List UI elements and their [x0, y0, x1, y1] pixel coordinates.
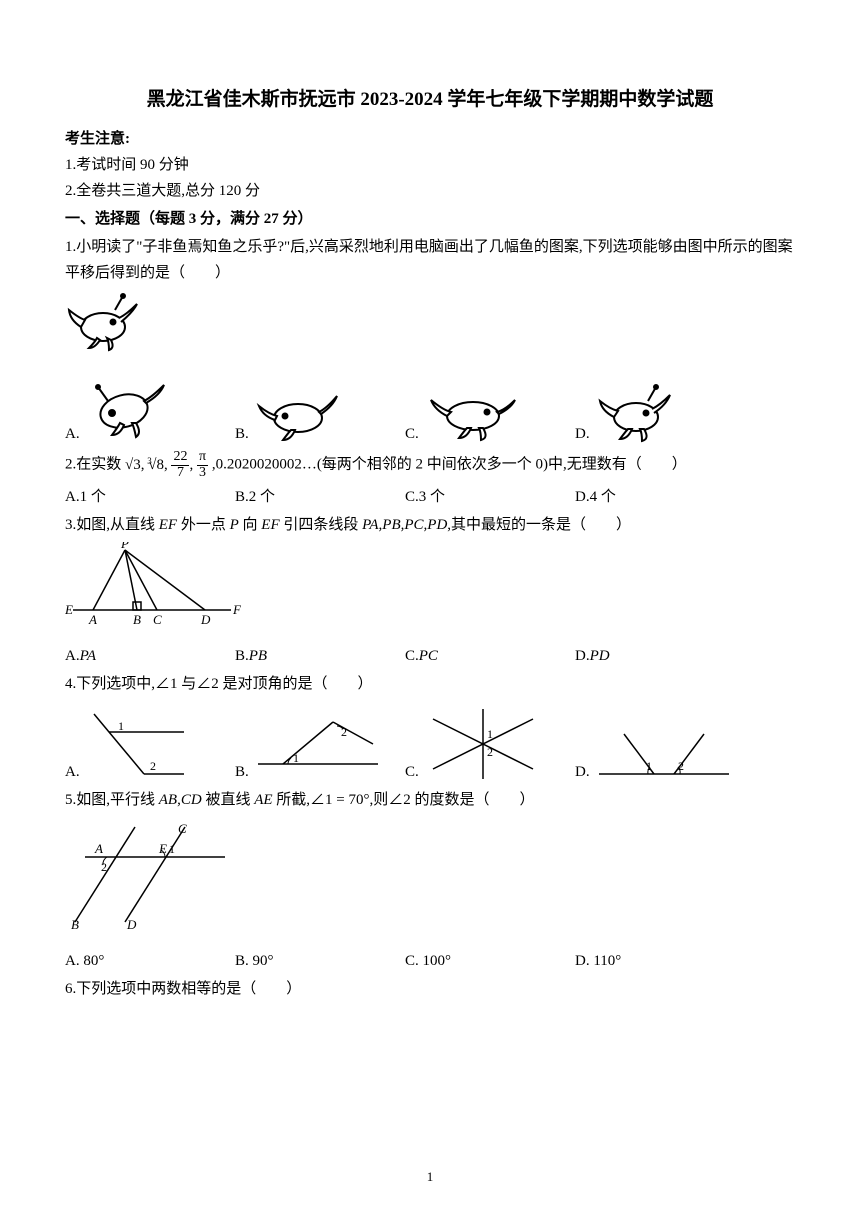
question-1-text: 1.小明读了"子非鱼焉知鱼之乐乎?"后,兴高采烈地利用电脑画出了几幅鱼的图案,下… [65, 235, 795, 286]
q2-options: A.1 个 B.2 个 C.3 个 D.4 个 [65, 485, 795, 509]
q4-option-d-label: D. [575, 760, 590, 784]
q1-option-a-figure [84, 371, 174, 446]
svg-text:A: A [94, 841, 103, 856]
q4-option-b-label: B. [235, 760, 249, 784]
svg-text:1: 1 [118, 719, 124, 733]
q4-option-d-figure: 1 2 [594, 724, 734, 784]
q4-option-a-figure: 1 2 [84, 704, 194, 784]
q1-options: A. B. C. [65, 371, 795, 446]
q2-body: ,0.2020020002…(每两个相邻的 2 中间依次多一个 0)中,无理数有… [212, 457, 687, 473]
q4-option-a-label: A. [65, 760, 80, 784]
q3-option-d: D.PD [575, 648, 610, 664]
notice-item-2: 2.全卷共三道大题,总分 120 分 [65, 179, 795, 203]
svg-text:B: B [71, 917, 79, 932]
svg-text:D: D [126, 917, 137, 932]
svg-text:2: 2 [101, 860, 107, 874]
q2-option-a: A.1 个 [65, 485, 235, 509]
notice-label: 考生注意: [65, 127, 795, 151]
svg-text:2: 2 [341, 725, 347, 739]
q3-option-a: A.PA [65, 648, 96, 664]
q2-math: √3, 3√8, 227, π3 [125, 457, 212, 473]
q5-option-d: D. 110° [575, 949, 745, 973]
notice-item-1: 1.考试时间 90 分钟 [65, 153, 795, 177]
svg-text:C: C [153, 612, 162, 627]
q1-option-d-label: D. [575, 422, 590, 446]
svg-text:B: B [133, 612, 141, 627]
q1-option-b-figure [253, 386, 343, 446]
section-1-header: 一、选择题（每题 3 分，满分 27 分） [65, 207, 795, 231]
page-number: 1 [0, 1167, 860, 1188]
question-4-text: 4.下列选项中,∠1 与∠2 是对顶角的是（ ） [65, 672, 795, 698]
question-5-text: 5.如图,平行线 AB,CD 被直线 AE 所截,∠1 = 70°,则∠2 的度… [65, 788, 795, 814]
exam-title: 黑龙江省佳木斯市抚远市 2023-2024 学年七年级下学期期中数学试题 [65, 85, 795, 115]
q2-prefix: 2.在实数 [65, 457, 121, 473]
q1-option-c-figure [423, 386, 523, 446]
svg-text:1: 1 [646, 759, 652, 773]
svg-text:2: 2 [678, 759, 684, 773]
q4-option-b-figure: 1 2 [253, 714, 383, 784]
q4-options: A. 1 2 B. 1 2 C. [65, 704, 795, 784]
q2-option-b: B.2 个 [235, 485, 405, 509]
q5-option-c: C. 100° [405, 949, 575, 973]
q3-options: A.PA B.PB C.PC D.PD [65, 644, 795, 668]
q4-option-c-label: C. [405, 760, 419, 784]
q1-reference-figure [65, 292, 795, 365]
q4-option-c-figure: 1 2 [423, 704, 543, 784]
q2-option-c: C.3 个 [405, 485, 575, 509]
q1-option-a-label: A. [65, 422, 80, 446]
q2-option-d: D.4 个 [575, 485, 745, 509]
question-2: 2.在实数 √3, 3√8, 227, π3 ,0.2020020002…(每两… [65, 450, 795, 480]
question-3-text: 3.如图,从直线 EF 外一点 P 向 EF 引四条线段 PA,PB,PC,PD… [65, 513, 795, 539]
svg-text:F: F [232, 602, 242, 617]
svg-text:1: 1 [487, 727, 493, 741]
question-6-text: 6.下列选项中两数相等的是（ ） [65, 977, 795, 1003]
q1-option-b-label: B. [235, 422, 249, 446]
svg-text:1: 1 [293, 751, 299, 765]
svg-text:D: D [200, 612, 211, 627]
q1-option-d-figure [594, 381, 684, 446]
q5-options: A. 80° B. 90° C. 100° D. 110° [65, 949, 795, 973]
q5-option-b: B. 90° [235, 949, 405, 973]
q5-figure: A E C B D 1 2 [65, 817, 795, 945]
svg-text:C: C [178, 821, 187, 836]
q5-option-a: A. 80° [65, 949, 235, 973]
svg-text:A: A [88, 612, 97, 627]
q3-figure: P E F A B C D [65, 542, 795, 640]
q3-option-b: B.PB [235, 648, 267, 664]
svg-text:2: 2 [487, 745, 493, 759]
svg-text:1: 1 [169, 842, 175, 856]
svg-text:E: E [65, 602, 73, 617]
svg-text:2: 2 [150, 759, 156, 773]
svg-text:P: P [120, 542, 129, 551]
svg-text:E: E [158, 841, 167, 856]
q3-option-c: C.PC [405, 648, 438, 664]
q1-option-c-label: C. [405, 422, 419, 446]
